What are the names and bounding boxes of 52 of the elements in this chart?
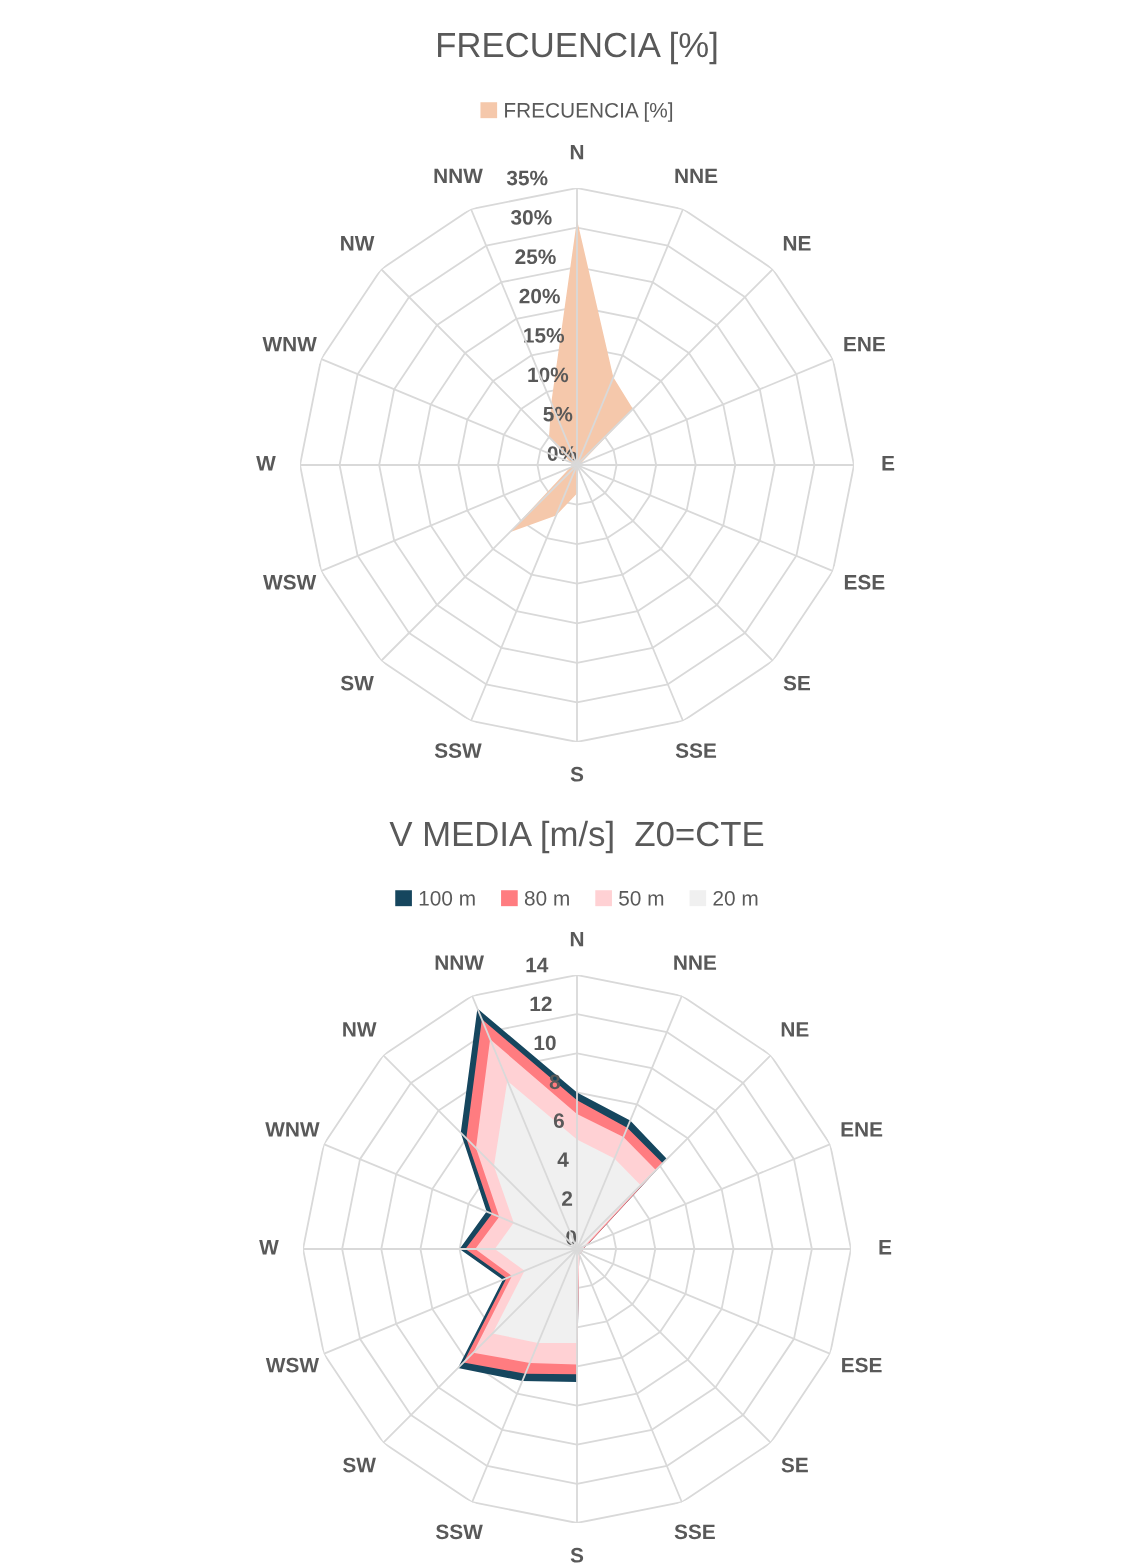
y-tick-label: 20% [519,288,560,304]
spoke-label: S [570,1547,584,1563]
spoke-label: SSW [434,743,482,758]
spoke-label: ENE [844,337,885,352]
spoke-label: WSW [265,1357,320,1373]
y-tick-label: 4 [557,1152,569,1167]
spoke-label: SE [781,1457,808,1473]
spoke-label: NE [781,1022,809,1037]
legend-label: FRECUENCIA [%] [505,102,673,122]
spoke-label: ESE [842,1357,882,1373]
spoke-label: E [879,1240,892,1255]
spoke-label: W [259,1240,279,1255]
y-tick-label: 15% [524,328,565,343]
y-tick-label: 30% [510,210,552,225]
y-tick-label: 5% [543,406,573,422]
spoke-label: NNE [675,168,718,184]
legend-label: 80 m [524,890,569,906]
spoke-label: WNW [262,337,317,352]
spoke-label: ENE [841,1122,883,1137]
spoke-label: SE [783,675,811,691]
spoke-label: N [570,145,584,160]
spoke-label: WSW [263,574,317,590]
spoke-label: SW [340,675,374,691]
spoke-label: NNW [435,955,484,970]
chart-title: FRECUENCIA [%] [438,31,717,65]
spoke-label: SSW [435,1524,483,1540]
spoke-label: S [570,766,584,782]
legend-label: 50 m [619,890,664,906]
y-tick-label: 12 [530,996,552,1012]
spoke-label: NE [783,236,811,251]
spoke-label: NNE [674,955,717,970]
y-tick-label: 10% [528,367,569,383]
spoke-label: SW [343,1457,376,1473]
spoke-label: W [256,456,276,471]
spoke-label: NW [341,236,375,251]
spoke-label: NW [343,1022,377,1037]
y-tick-label: 6 [553,1113,564,1129]
spoke-label: ESE [844,574,885,590]
spoke-label: WNW [265,1122,320,1137]
y-tick-label: 2 [562,1191,573,1206]
chart-title: V MEDIA [m/s] Z0=CTE [389,820,764,854]
y-tick-label: 35% [506,170,548,186]
spoke-label: NNW [434,168,483,184]
spoke-label: SSE [674,1524,715,1540]
spoke-label: E [882,456,895,471]
y-tick-label: 14 [526,957,549,973]
legend-label: 100 m [419,890,475,906]
y-tick-label: 10 [534,1035,556,1051]
spoke-label: N [570,932,584,947]
legend-label: 20 m [713,890,758,906]
spoke-label: SSE [675,743,717,758]
y-tick-label: 25% [515,249,556,265]
